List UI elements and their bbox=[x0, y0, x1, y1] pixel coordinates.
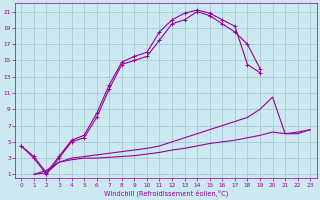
X-axis label: Windchill (Refroidissement éolien,°C): Windchill (Refroidissement éolien,°C) bbox=[104, 189, 228, 197]
